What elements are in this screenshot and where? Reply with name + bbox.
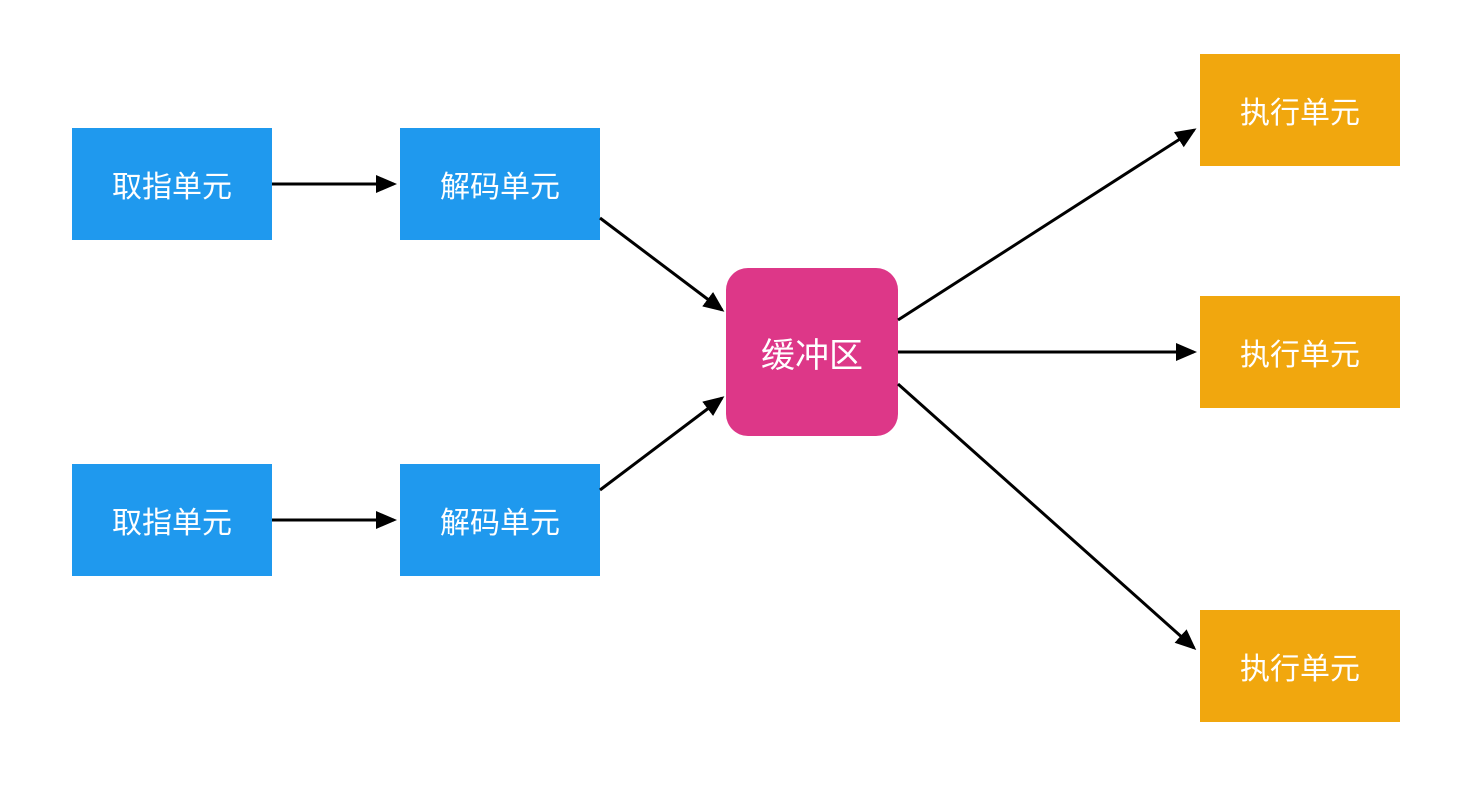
node-label: 取指单元 <box>112 162 232 206</box>
node-decode-unit-2: 解码单元 <box>400 464 600 576</box>
node-label: 缓冲区 <box>761 328 863 377</box>
node-label: 解码单元 <box>440 498 560 542</box>
node-label: 执行单元 <box>1240 88 1360 132</box>
node-label: 执行单元 <box>1240 644 1360 688</box>
node-label: 执行单元 <box>1240 330 1360 374</box>
edge-buffer-to-exec1 <box>898 130 1194 320</box>
edge-buffer-to-exec3 <box>898 384 1194 648</box>
node-fetch-unit-2: 取指单元 <box>72 464 272 576</box>
edge-decode1-to-buffer <box>600 218 722 310</box>
node-fetch-unit-1: 取指单元 <box>72 128 272 240</box>
node-exec-unit-3: 执行单元 <box>1200 610 1400 722</box>
node-exec-unit-1: 执行单元 <box>1200 54 1400 166</box>
node-buffer: 缓冲区 <box>726 268 898 436</box>
node-label: 取指单元 <box>112 498 232 542</box>
edge-decode2-to-buffer <box>600 398 722 490</box>
node-label: 解码单元 <box>440 162 560 206</box>
node-exec-unit-2: 执行单元 <box>1200 296 1400 408</box>
node-decode-unit-1: 解码单元 <box>400 128 600 240</box>
